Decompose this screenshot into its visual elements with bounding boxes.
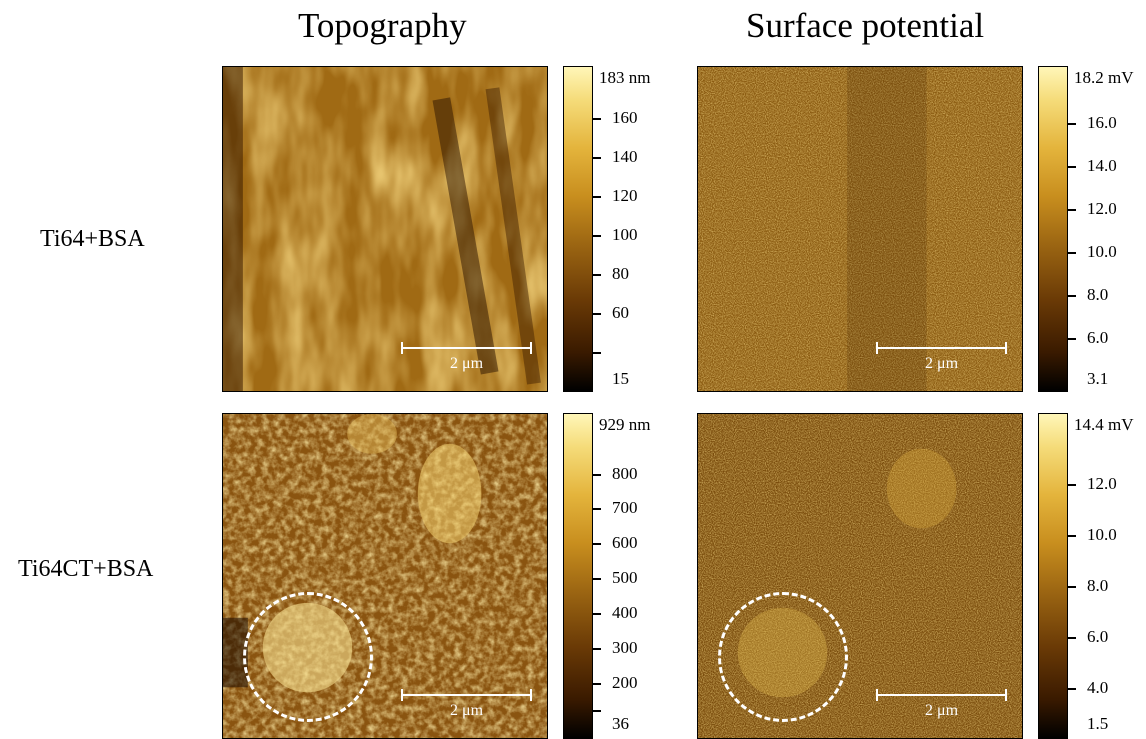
colorbar-min-label: 1.5 [1087, 714, 1109, 733]
highlight-circle [718, 592, 848, 722]
colorbar-tick: 6.0 [1087, 627, 1109, 646]
colorbar-tick: 10.0 [1087, 525, 1117, 544]
colorbar-tick: 60 [612, 303, 629, 322]
colorbar-tick: 200 [612, 673, 638, 692]
row-label-ti64-bsa: Ti64+BSA [40, 226, 145, 252]
colorbar-tick: 16.0 [1087, 113, 1117, 132]
colorbar-tick: 14.0 [1087, 156, 1117, 175]
colorbar-tick: 8.0 [1087, 285, 1109, 304]
colorbar-max-label: 14.4 mV [1074, 415, 1134, 434]
colorbar-tick: 160 [612, 108, 638, 127]
colorbar-tick: 700 [612, 498, 638, 517]
colorbar-tick: 400 [612, 603, 638, 622]
scale-bar-label: 2 μm [924, 355, 959, 372]
scale-bar-label: 2 μm [449, 702, 484, 719]
colorbar-min-label: 3.1 [1087, 369, 1109, 388]
colorbar-tick: 6.0 [1087, 328, 1109, 347]
colorbar-tick: 800 [612, 464, 638, 483]
colorbar-surface-potential-ti64-bsa [1038, 66, 1068, 392]
colorbar-tick: 120 [612, 186, 638, 205]
colorbar-min-label: 15 [612, 369, 629, 388]
scale-bar: 2 μm [876, 342, 1007, 372]
topography-map-ti64ct-bsa: 2 μm [222, 413, 548, 739]
colorbar-tick: 140 [612, 147, 638, 166]
row-label-ti64ct-bsa: Ti64CT+BSA [18, 556, 154, 582]
colorbar-topography-ti64-bsa [563, 66, 593, 392]
highlight-circle [243, 592, 373, 722]
colorbar-surface-potential-ti64ct-bsa [1038, 413, 1068, 739]
colorbar-tick: 4.0 [1087, 678, 1109, 697]
colorbar-min-label: 36 [612, 714, 629, 733]
colorbar-tick: 600 [612, 533, 638, 552]
colorbar-max-label: 929 nm [599, 415, 651, 434]
topography-image [223, 414, 547, 738]
surface-potential-column-title: Surface potential [746, 6, 985, 45]
colorbar-tick: 8.0 [1087, 576, 1109, 595]
colorbar-max-label: 18.2 mV [1074, 68, 1134, 87]
topography-column-title: Topography [298, 6, 467, 45]
scale-bar-label: 2 μm [924, 702, 959, 719]
colorbar-tick: 12.0 [1087, 474, 1117, 493]
scale-bar: 2 μm [876, 689, 1007, 719]
scale-bar-label: 2 μm [449, 355, 484, 372]
colorbar-tick: 80 [612, 264, 629, 283]
topography-image [223, 67, 547, 391]
colorbar-tick: 500 [612, 568, 638, 587]
colorbar-tick: 12.0 [1087, 199, 1117, 218]
surface-potential-map-ti64ct-bsa: 2 μm [697, 413, 1023, 739]
colorbar-tick: 300 [612, 638, 638, 657]
scale-bar: 2 μm [401, 342, 532, 372]
colorbar-topography-ti64ct-bsa [563, 413, 593, 739]
surface-potential-image [698, 67, 1022, 391]
colorbar-tick: 10.0 [1087, 242, 1117, 261]
colorbar-max-label: 183 nm [599, 68, 651, 87]
scale-bar: 2 μm [401, 689, 532, 719]
surface-potential-map-ti64-bsa: 2 μm [697, 66, 1023, 392]
colorbar-tick: 100 [612, 225, 638, 244]
topography-map-ti64-bsa: 2 μm [222, 66, 548, 392]
